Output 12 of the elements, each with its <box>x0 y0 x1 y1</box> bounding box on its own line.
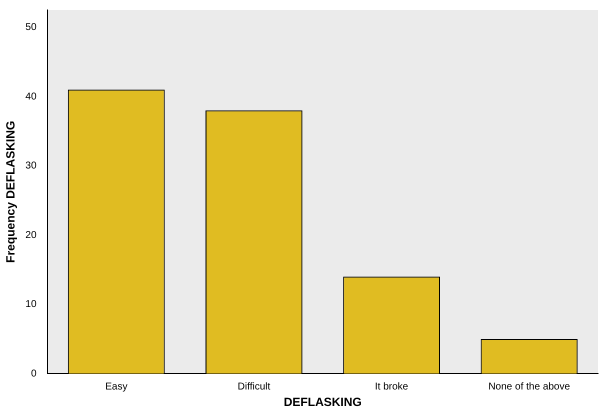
y-tick-label: 40 <box>25 91 37 102</box>
y-tick-label: 50 <box>25 22 37 34</box>
x-tick-label: It broke <box>374 381 409 392</box>
y-tick-label: 20 <box>25 230 37 241</box>
y-axis-title: Frequency DEFLASKING <box>4 120 18 263</box>
x-axis-title: DEFLASKING <box>284 395 362 410</box>
x-tick-label: Difficult <box>238 381 270 392</box>
y-tick-label: 10 <box>25 299 37 310</box>
x-tick-label: None of the above <box>488 381 570 392</box>
y-tick-label: 0 <box>30 368 37 380</box>
x-tick-label: Easy <box>105 381 128 392</box>
y-tick-label: 30 <box>25 160 37 172</box>
